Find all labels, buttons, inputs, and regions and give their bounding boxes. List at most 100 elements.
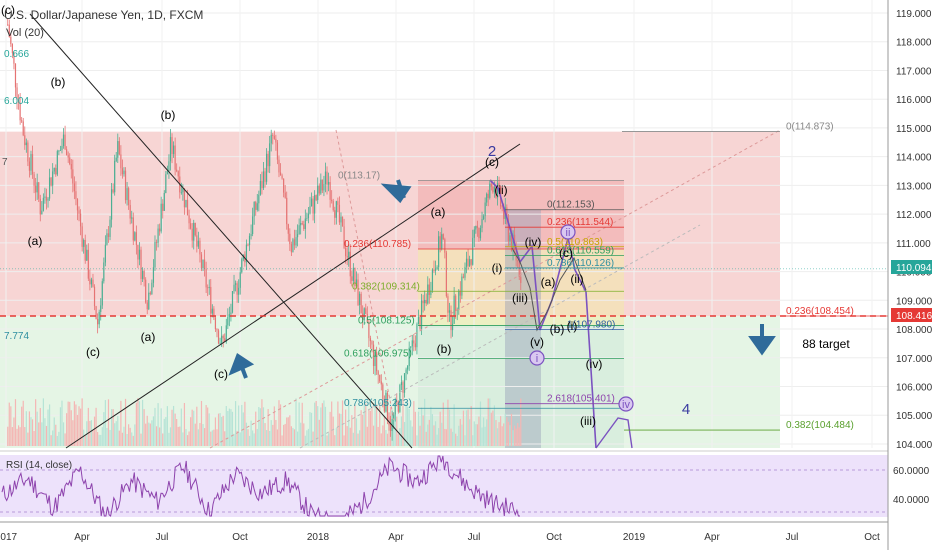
candle-body [35,185,37,193]
volume-bar [456,435,458,446]
volume-bar [334,435,336,446]
volume-bar [287,417,289,446]
candle-body [495,186,497,198]
volume-bar [444,428,446,446]
candle-body [224,338,226,342]
candle-body [408,347,410,367]
volume-bar [151,420,153,446]
volume-bar [371,406,373,446]
candle-body [442,234,444,240]
candle-body [506,207,508,219]
price-tick-label: 119.000 [896,9,932,20]
candle-body [241,259,243,273]
volume-bar [267,409,269,446]
candle-body [314,195,316,214]
volume-bar [190,417,192,446]
candle-body [459,290,461,296]
volume-bar [431,414,434,446]
candle-body [134,232,136,241]
candle-body [411,340,413,347]
volume-bar [272,424,274,446]
candle-body [56,151,58,175]
candle-body [315,195,317,201]
volume-bar [31,419,34,446]
price-axis-bg[interactable] [888,0,932,550]
volume-bar [283,424,285,446]
volume-bar [327,433,330,446]
volume-bar [58,431,60,446]
volume-bar [219,413,221,446]
candle-body [281,175,283,179]
candle-body [386,392,389,422]
candle-body [44,196,46,198]
volume-bar [490,412,492,446]
volume-bar [124,398,127,446]
volume-bar [475,424,477,446]
volume-bar [314,402,316,446]
volume-bar [304,435,306,446]
candle-body [17,99,20,103]
volume-bar [163,418,165,446]
candle-body [453,295,455,324]
wave-label: (iv) [525,235,542,249]
candle-body [79,213,82,227]
volume-bar [42,398,44,446]
arrow-up-icon [228,352,255,379]
candle-body [70,164,72,170]
projection-path-2 [595,417,633,449]
volume-bar [182,432,184,446]
volume-bar [470,406,472,446]
volume-bar [377,426,379,446]
candle-body [417,317,420,325]
volume-indicator-label[interactable]: Vol (20) [6,27,44,39]
rsi-indicator-label[interactable]: RSI (14, close) [6,460,72,471]
volume-bar [348,399,350,446]
candle-body [382,384,384,399]
candle-body [92,279,94,287]
volume-bar [298,402,300,446]
volume-bar [121,432,124,446]
wave-label: (a) [141,330,156,344]
candle-body [399,385,401,412]
candle-body [159,228,161,232]
volume-bar [92,429,94,446]
candle-body [171,137,173,155]
volume-bar [501,426,503,446]
candle-body [343,226,345,249]
time-axis[interactable]: 2017 Apr Jul Oct 2018 Apr Jul Oct 2019 Apr Jul Oct [0,532,880,543]
fib-label: 0.786(110.126) [547,258,614,269]
candle-body [304,218,306,229]
volume-bar [53,417,55,446]
volume-bar [50,435,52,446]
candle-body [509,235,511,241]
volume-bar [405,400,407,446]
volume-bar [495,420,497,446]
volume-bar [128,424,130,446]
candle-body [286,197,288,225]
candle-body [507,218,509,241]
candle-body [275,138,277,143]
volume-bar [278,400,280,446]
volume-bar [411,426,413,446]
candle-body [48,177,51,199]
candle-body [467,258,469,266]
volume-bar [196,406,198,446]
volume-bar [69,401,71,446]
volume-bar [208,413,210,446]
symbol-title[interactable]: U.S. Dollar/Japanese Yen, 1D, FXCM [4,8,203,22]
candle-body [326,171,328,185]
candle-body [107,233,110,237]
candle-body [380,381,382,385]
time-tick-label: Jul [156,532,169,543]
volume-bar [67,401,69,446]
candle-body [89,278,91,285]
candle-body [273,135,275,139]
candle-body [188,215,190,224]
fib-label: 0.618(110.559) [547,246,614,257]
candle-body [309,206,311,214]
volume-bar [433,425,435,446]
volume-bar [27,432,29,446]
candle-body [126,188,128,201]
candle-body [296,234,299,238]
